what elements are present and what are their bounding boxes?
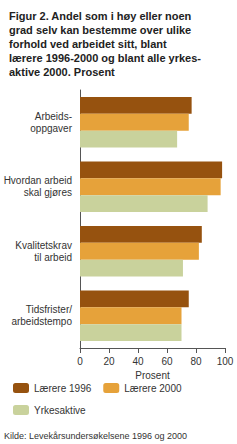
svg-text:forhold ved arbeidet sitt, bla: forhold ved arbeidet sitt, blant xyxy=(9,38,167,50)
svg-text:20: 20 xyxy=(103,356,115,367)
svg-text:aktive 2000. Prosent: aktive 2000. Prosent xyxy=(9,66,115,78)
svg-text:arbeidstempo: arbeidstempo xyxy=(11,316,72,327)
svg-text:Arbeids-: Arbeids- xyxy=(35,111,72,122)
svg-text:Tidsfrister/: Tidsfrister/ xyxy=(26,304,73,315)
svg-text:Kvalitetskrav: Kvalitetskrav xyxy=(15,240,72,251)
svg-text:Hvordan arbeid: Hvordan arbeid xyxy=(4,175,72,186)
svg-text:skal gjøres: skal gjøres xyxy=(24,187,72,198)
svg-text:grad selv kan bestemme over ul: grad selv kan bestemme over ulike xyxy=(9,24,191,36)
svg-text:oppgaver: oppgaver xyxy=(30,123,72,134)
svg-text:Figur 2. Andel som i høy eller: Figur 2. Andel som i høy eller noen xyxy=(9,10,192,22)
svg-text:80: 80 xyxy=(190,356,202,367)
svg-text:Prosent: Prosent xyxy=(135,370,170,381)
svg-text:Lærere 2000: Lærere 2000 xyxy=(124,383,182,394)
svg-text:60: 60 xyxy=(161,356,173,367)
svg-text:Yrkesaktive: Yrkesaktive xyxy=(34,405,86,416)
svg-text:0: 0 xyxy=(77,356,83,367)
svg-text:Lærere 1996: Lærere 1996 xyxy=(34,383,92,394)
svg-text:100: 100 xyxy=(217,356,234,367)
svg-text:Kilde: Levekårsundersøkelsene: Kilde: Levekårsundersøkelsene 1996 og 20… xyxy=(4,431,187,441)
svg-text:til arbeid: til arbeid xyxy=(34,252,72,263)
svg-text:lærere 1996-2000 og blant alle: lærere 1996-2000 og blant alle yrkes- xyxy=(9,52,201,64)
svg-text:40: 40 xyxy=(132,356,144,367)
